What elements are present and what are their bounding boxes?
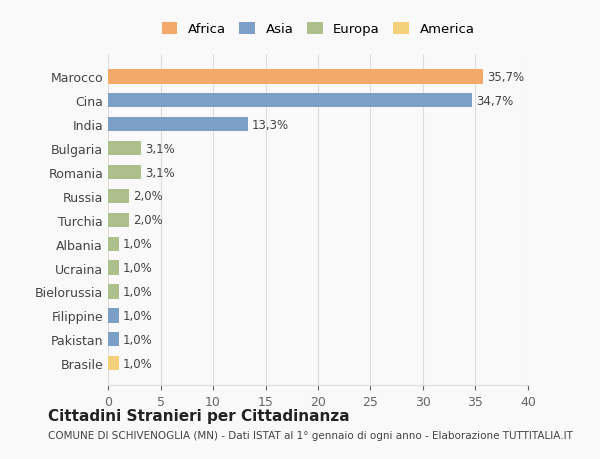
Text: 1,0%: 1,0% bbox=[122, 238, 152, 251]
Legend: Africa, Asia, Europa, America: Africa, Asia, Europa, America bbox=[158, 19, 478, 40]
Text: Cittadini Stranieri per Cittadinanza: Cittadini Stranieri per Cittadinanza bbox=[48, 408, 350, 423]
Text: 3,1%: 3,1% bbox=[145, 142, 175, 155]
Text: 35,7%: 35,7% bbox=[487, 71, 524, 84]
Bar bbox=[108, 70, 483, 84]
Bar bbox=[108, 332, 119, 347]
Bar bbox=[108, 285, 119, 299]
Text: 1,0%: 1,0% bbox=[122, 309, 152, 322]
Bar bbox=[108, 213, 129, 228]
Bar bbox=[108, 356, 119, 370]
Text: 34,7%: 34,7% bbox=[476, 95, 514, 107]
Text: 2,0%: 2,0% bbox=[133, 190, 163, 203]
Bar bbox=[108, 142, 140, 156]
Text: 13,3%: 13,3% bbox=[252, 118, 289, 131]
Text: 1,0%: 1,0% bbox=[122, 357, 152, 370]
Bar bbox=[108, 166, 140, 180]
Bar bbox=[108, 118, 248, 132]
Text: 2,0%: 2,0% bbox=[133, 214, 163, 227]
Bar bbox=[108, 189, 129, 204]
Bar bbox=[108, 261, 119, 275]
Bar bbox=[108, 94, 472, 108]
Text: 1,0%: 1,0% bbox=[122, 285, 152, 298]
Bar bbox=[108, 308, 119, 323]
Text: 3,1%: 3,1% bbox=[145, 166, 175, 179]
Text: COMUNE DI SCHIVENOGLIA (MN) - Dati ISTAT al 1° gennaio di ogni anno - Elaborazio: COMUNE DI SCHIVENOGLIA (MN) - Dati ISTAT… bbox=[48, 431, 573, 440]
Bar bbox=[108, 237, 119, 252]
Text: 1,0%: 1,0% bbox=[122, 333, 152, 346]
Text: 1,0%: 1,0% bbox=[122, 262, 152, 274]
